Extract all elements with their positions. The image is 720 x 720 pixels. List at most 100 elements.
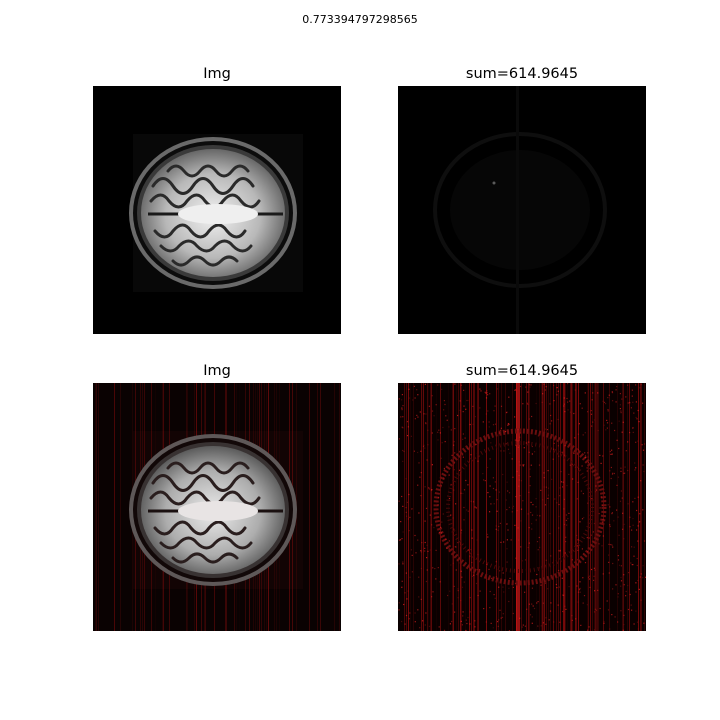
noise-dot xyxy=(505,412,508,414)
noise-dot xyxy=(557,390,559,392)
noise-dot xyxy=(499,609,501,611)
noise-dot xyxy=(619,500,622,502)
noise-dot xyxy=(625,396,627,398)
noise-dot xyxy=(617,621,619,623)
noise-dot xyxy=(551,420,553,422)
noise-dot xyxy=(565,608,567,610)
noise-dot xyxy=(453,469,455,471)
noise-line xyxy=(529,383,530,631)
noise-line xyxy=(596,383,597,631)
noise-dot xyxy=(611,391,613,393)
noise-dot xyxy=(581,407,583,409)
noise-dot xyxy=(514,524,516,526)
noise-dot xyxy=(540,489,542,491)
noise-dot xyxy=(460,620,462,622)
noise-dot xyxy=(528,441,530,443)
noise-dot xyxy=(471,537,473,539)
noise-dot xyxy=(486,533,489,535)
noise-dot xyxy=(512,476,514,478)
noise-dot xyxy=(627,441,629,443)
noise-line xyxy=(458,383,459,631)
noise-dot xyxy=(418,512,420,514)
noise-dot xyxy=(632,401,634,403)
noise-dot xyxy=(414,621,416,623)
noise-dot xyxy=(463,581,465,583)
noise-line xyxy=(595,383,596,631)
noise-dot xyxy=(469,423,471,426)
noise-dot xyxy=(451,603,453,605)
noise-dot xyxy=(425,507,428,509)
noise-line xyxy=(588,383,589,631)
noise-dot xyxy=(577,433,579,435)
noise-dot xyxy=(445,538,447,541)
noise-dot xyxy=(457,590,459,592)
noise-dot xyxy=(451,454,453,456)
noise-dot xyxy=(472,501,475,503)
noise-dot xyxy=(565,519,567,521)
noise-dot xyxy=(576,498,578,500)
noise-dot xyxy=(508,587,510,589)
noise-dot xyxy=(553,621,555,623)
noise-dot xyxy=(533,607,536,610)
noise-dot xyxy=(400,521,402,523)
noise-dot xyxy=(577,539,579,541)
noise-dot xyxy=(598,543,600,545)
noise-line xyxy=(496,383,497,631)
noise-dot xyxy=(558,550,560,552)
noise-line xyxy=(309,383,310,631)
noise-dot xyxy=(559,487,561,489)
noise-dot xyxy=(525,386,527,388)
noise-dot xyxy=(522,464,524,466)
brain-image xyxy=(93,86,341,334)
noise-dot xyxy=(574,389,576,391)
noise-dot xyxy=(539,546,541,548)
noise-dot xyxy=(507,529,509,531)
noise-dot xyxy=(579,581,581,583)
noise-dot xyxy=(463,405,465,407)
brain-image-panel xyxy=(93,86,341,334)
noise-dot xyxy=(558,586,560,588)
noise-dot xyxy=(531,415,533,418)
noise-dot xyxy=(479,590,481,592)
noise-dot xyxy=(638,588,640,590)
noise-dot xyxy=(479,569,481,571)
noise-dot xyxy=(631,389,633,391)
noise-dot xyxy=(549,423,551,425)
noise-dot xyxy=(501,616,504,618)
noise-dot xyxy=(504,431,506,433)
noise-dot xyxy=(487,394,489,396)
noise-dot xyxy=(426,569,428,571)
noise-dot xyxy=(528,491,530,493)
noise-dot xyxy=(590,410,592,412)
noise-dot xyxy=(629,526,631,528)
noise-dot xyxy=(594,590,596,592)
noise-dot xyxy=(579,521,581,523)
noise-dot xyxy=(449,623,451,625)
noise-dot xyxy=(529,386,531,388)
noise-dot xyxy=(540,625,542,627)
noise-dot xyxy=(425,612,427,614)
noise-dot xyxy=(486,564,488,566)
noise-dot xyxy=(584,452,586,454)
noise-dot xyxy=(593,419,595,421)
noise-dot xyxy=(495,525,497,527)
noise-dot xyxy=(621,431,623,433)
noise-dot xyxy=(569,400,571,402)
noise-dot xyxy=(568,586,570,588)
noise-dot xyxy=(537,601,539,603)
noise-dot xyxy=(455,503,457,505)
noise-dot xyxy=(411,508,413,510)
noise-dot xyxy=(477,569,479,571)
noise-dot xyxy=(448,548,450,550)
noise-dot xyxy=(622,629,624,631)
noise-dot xyxy=(528,384,530,386)
error-map-panel-red xyxy=(398,383,646,631)
noise-dot xyxy=(434,568,436,570)
noise-dot xyxy=(431,395,433,397)
noise-dot xyxy=(617,593,619,595)
noise-dot xyxy=(617,476,619,478)
noise-dot xyxy=(571,559,573,561)
noise-dot xyxy=(424,447,426,449)
noise-dot xyxy=(530,464,532,466)
noise-dot xyxy=(477,460,479,462)
